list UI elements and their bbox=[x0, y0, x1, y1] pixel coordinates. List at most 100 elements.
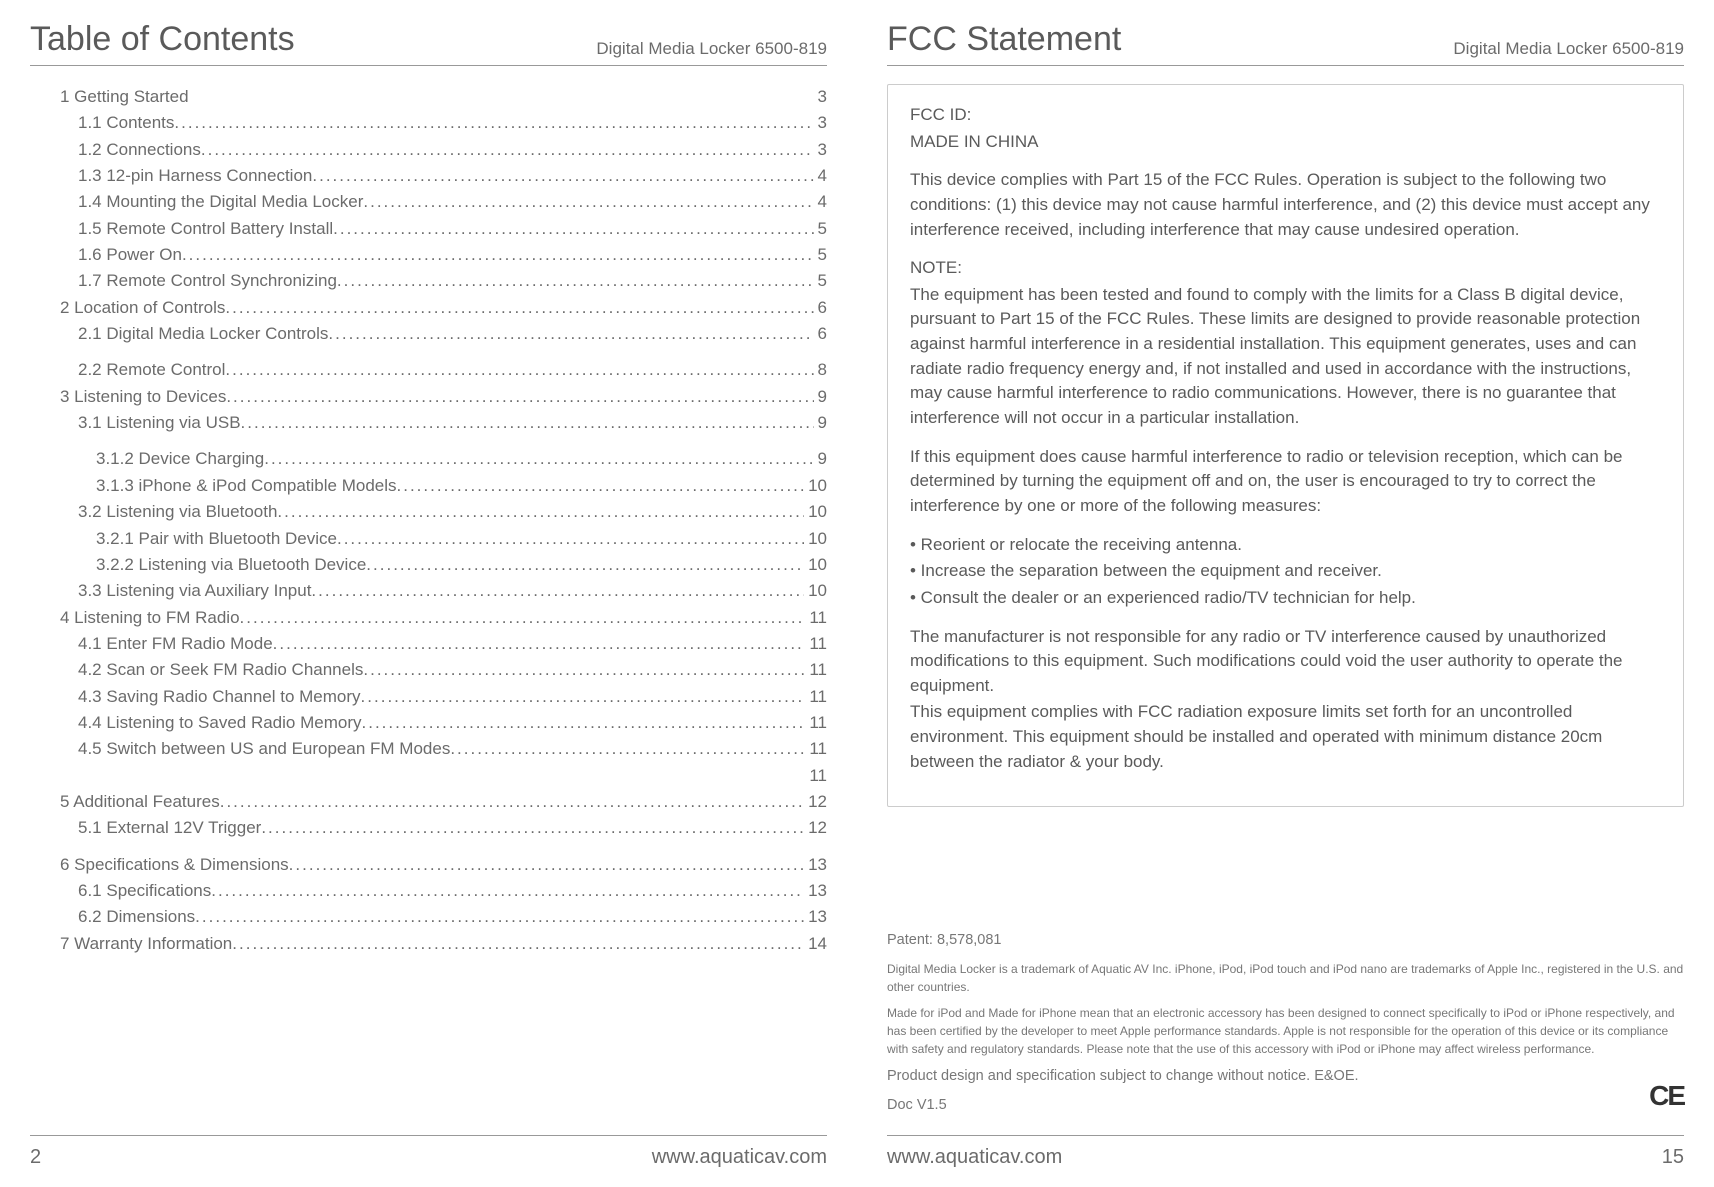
toc-row: 3.1 Listening via USB 9 bbox=[60, 410, 827, 436]
toc-title: Table of Contents bbox=[30, 20, 295, 59]
toc-dots bbox=[312, 163, 813, 189]
toc-page-number: 13 bbox=[804, 852, 827, 878]
toc-dots bbox=[366, 552, 804, 578]
toc-dots bbox=[240, 605, 806, 631]
toc-page-number: 13 bbox=[804, 878, 827, 904]
toc-row: 4.4 Listening to Saved Radio Memory11 bbox=[60, 710, 827, 736]
toc-row: 1.5 Remote Control Battery Install 5 bbox=[60, 216, 827, 242]
toc-page-number: 14 bbox=[804, 931, 827, 957]
toc-row: 1.6 Power On5 bbox=[60, 242, 827, 268]
toc-page-number: 11 bbox=[805, 763, 827, 789]
toc-row: 6 Specifications & Dimensions 13 bbox=[60, 852, 827, 878]
toc-row: 1.2 Connections 3 bbox=[60, 137, 827, 163]
toc-page-number: 6 bbox=[814, 321, 827, 347]
toc-label: 3.1 Listening via USB bbox=[78, 410, 241, 436]
toc-dots bbox=[450, 736, 805, 762]
toc-dots bbox=[264, 446, 813, 472]
toc-dots bbox=[195, 904, 804, 930]
toc-page-number: 10 bbox=[804, 552, 827, 578]
toc-dots bbox=[328, 321, 813, 347]
toc-dots bbox=[362, 710, 806, 736]
toc-dots bbox=[273, 631, 806, 657]
legal-doc: Doc V1.5 bbox=[887, 1095, 1359, 1117]
toc-gap bbox=[60, 436, 827, 446]
legal-mfi: Made for iPod and Made for iPhone mean t… bbox=[887, 1004, 1684, 1058]
fcc-para1: This device complies with Part 15 of the… bbox=[910, 168, 1661, 242]
toc-label: 3.2 Listening via Bluetooth bbox=[78, 499, 277, 525]
toc-dots bbox=[337, 268, 814, 294]
toc-row: 3 Listening to Devices9 bbox=[60, 384, 827, 410]
toc-gap bbox=[60, 842, 827, 852]
toc-dots bbox=[361, 684, 806, 710]
toc-label: 1.7 Remote Control Synchronizing bbox=[78, 268, 337, 294]
fcc-bullet2: • Increase the separation between the eq… bbox=[910, 559, 1661, 584]
legal-change: Product design and specification subject… bbox=[887, 1066, 1359, 1088]
toc-dots bbox=[261, 815, 804, 841]
toc-dots bbox=[220, 789, 804, 815]
toc-page-number: 10 bbox=[804, 578, 827, 604]
toc-row: 3.1.3 iPhone & iPod Compatible Models10 bbox=[60, 473, 827, 499]
toc-dots bbox=[174, 110, 813, 136]
toc-row: 1.1 Contents3 bbox=[60, 110, 827, 136]
toc-row: 6.1 Specifications 13 bbox=[60, 878, 827, 904]
toc-page-number: 11 bbox=[805, 631, 827, 657]
fcc-bullet3: • Consult the dealer or an experienced r… bbox=[910, 586, 1661, 611]
toc-dots bbox=[211, 878, 804, 904]
toc-label: 1.2 Connections bbox=[78, 137, 201, 163]
toc-label: 3.3 Listening via Auxiliary Input bbox=[78, 578, 311, 604]
left-header: Table of Contents Digital Media Locker 6… bbox=[30, 20, 827, 66]
toc-row: 6.2 Dimensions13 bbox=[60, 904, 827, 930]
toc-page-number: 9 bbox=[814, 384, 827, 410]
legal-trademark: Digital Media Locker is a trademark of A… bbox=[887, 960, 1684, 996]
toc-dots bbox=[289, 852, 804, 878]
toc-label: 6 Specifications & Dimensions bbox=[60, 852, 289, 878]
right-page: FCC Statement Digital Media Locker 6500-… bbox=[857, 0, 1714, 1187]
toc-label: 6.1 Specifications bbox=[78, 878, 211, 904]
toc-row: 2.2 Remote Control8 bbox=[60, 357, 827, 383]
toc-gap bbox=[60, 347, 827, 357]
toc-page-number: 10 bbox=[804, 499, 827, 525]
legal-patent: Patent: 8,578,081 bbox=[887, 930, 1684, 952]
toc-page-number: 3 bbox=[814, 84, 827, 110]
fcc-para4: The manufacturer is not responsible for … bbox=[910, 625, 1661, 699]
toc-row: 1.7 Remote Control Synchronizing5 bbox=[60, 268, 827, 294]
fcc-bullet1: • Reorient or relocate the receiving ant… bbox=[910, 533, 1661, 558]
toc-label: 1.6 Power On bbox=[78, 242, 182, 268]
toc-page-number: 12 bbox=[804, 789, 827, 815]
toc-page-number: 11 bbox=[805, 736, 827, 762]
toc-page-number: 11 bbox=[805, 657, 827, 683]
toc-page-number: 5 bbox=[814, 216, 827, 242]
toc-label: 1.5 Remote Control Battery Install bbox=[78, 216, 333, 242]
toc-page-number: 11 bbox=[805, 605, 827, 631]
left-footer-url: www.aquaticav.com bbox=[652, 1146, 827, 1169]
toc-row: 4.3 Saving Radio Channel to Memory11 bbox=[60, 684, 827, 710]
right-subtitle: Digital Media Locker 6500-819 bbox=[1453, 39, 1684, 59]
toc-dots bbox=[182, 242, 814, 268]
toc-page-number: 11 bbox=[805, 710, 827, 736]
toc-dots bbox=[277, 499, 804, 525]
toc-page-number: 3 bbox=[814, 110, 827, 136]
made-in: MADE IN CHINA bbox=[910, 130, 1661, 155]
left-page-number: 2 bbox=[30, 1146, 41, 1169]
left-page: Table of Contents Digital Media Locker 6… bbox=[0, 0, 857, 1187]
toc-label: 4.1 Enter FM Radio Mode bbox=[78, 631, 273, 657]
toc-row: 1.3 12-pin Harness Connection4 bbox=[60, 163, 827, 189]
toc-label: 1.4 Mounting the Digital Media Locker bbox=[78, 189, 363, 215]
toc-label: 3.1.2 Device Charging bbox=[96, 446, 264, 472]
toc-row: 3.2 Listening via Bluetooth 10 bbox=[60, 499, 827, 525]
toc-row: 3.1.2 Device Charging9 bbox=[60, 446, 827, 472]
toc-label: 4.2 Scan or Seek FM Radio Channels bbox=[78, 657, 363, 683]
toc-page-number: 3 bbox=[814, 137, 827, 163]
left-subtitle: Digital Media Locker 6500-819 bbox=[596, 39, 827, 59]
toc-label: 3.1.3 iPhone & iPod Compatible Models bbox=[96, 473, 397, 499]
toc-label: 3.2.1 Pair with Bluetooth Device bbox=[96, 526, 337, 552]
right-header: FCC Statement Digital Media Locker 6500-… bbox=[887, 20, 1684, 66]
toc-row: 3.2.2 Listening via Bluetooth Device10 bbox=[60, 552, 827, 578]
toc-dots bbox=[201, 137, 814, 163]
toc-row: 4.5 Switch between US and European FM Mo… bbox=[60, 736, 827, 762]
toc-label: 4 Listening to FM Radio bbox=[60, 605, 240, 631]
toc-row: 4.1 Enter FM Radio Mode 11 bbox=[60, 631, 827, 657]
toc-page-number: 9 bbox=[814, 410, 827, 436]
fcc-para5: This equipment complies with FCC radiati… bbox=[910, 700, 1661, 774]
table-of-contents: 1 Getting Started31.1 Contents31.2 Conne… bbox=[30, 84, 827, 957]
